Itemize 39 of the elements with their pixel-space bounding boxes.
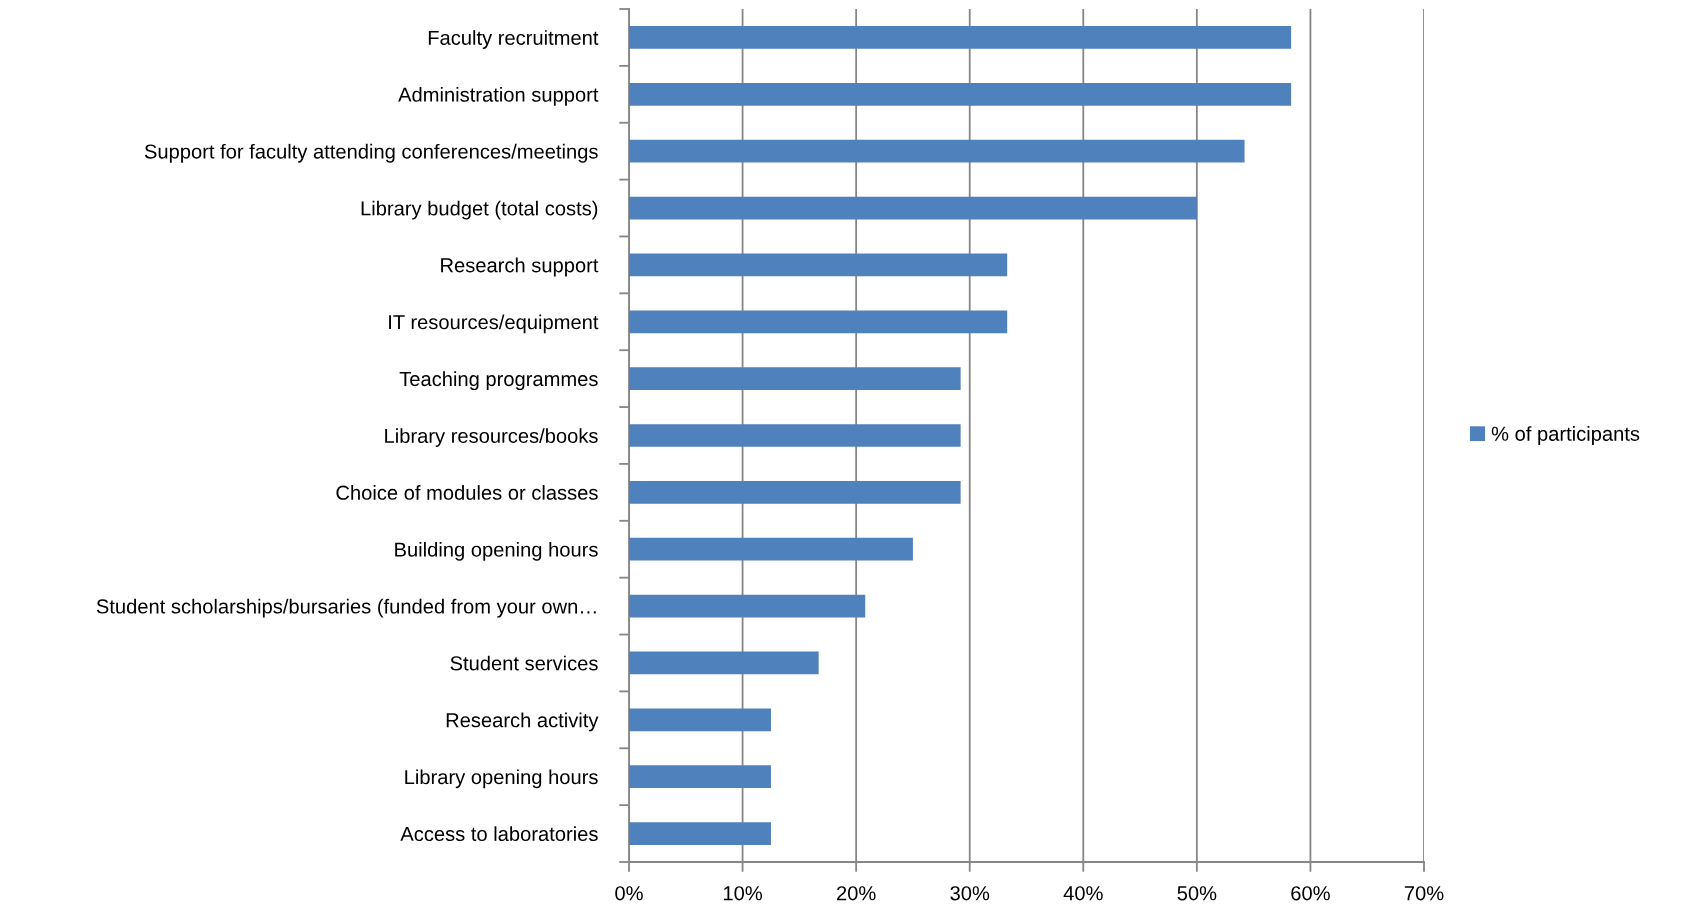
bar (629, 196, 1197, 220)
y-tick-label: Administration support (398, 87, 599, 106)
y-tick-label: Library opening hours (405, 769, 598, 789)
bar (629, 82, 1292, 106)
x-tick-label: 0% (615, 886, 643, 901)
x-tick-label: 60% (1291, 886, 1330, 901)
y-tick-label: Research support (441, 257, 599, 277)
bar (629, 765, 771, 789)
y-tick-label: Access to laboratories (400, 826, 598, 842)
bar (629, 26, 1292, 49)
y-tick-label: Building opening hours (395, 541, 598, 561)
bar (629, 708, 771, 732)
legend-label: % of participants (1491, 426, 1640, 445)
x-tick-label: 40% (1063, 886, 1103, 901)
y-tick-label: IT resources/equipment (389, 314, 599, 334)
y-tick-label: Choice of modules or classes (336, 485, 598, 500)
bar (629, 594, 866, 618)
bar (629, 822, 771, 845)
y-tick-label: Teaching programmes (399, 371, 598, 391)
x-tick-label: 70% (1404, 886, 1444, 901)
bar (629, 367, 961, 391)
y-tick-label: Student scholarships/bursaries (funded from your own… (96, 598, 596, 618)
bar (629, 480, 961, 504)
y-tick-label: Library resources/books (385, 428, 598, 447)
y-tick-label: Support for faculty attending conferences/meetings (144, 143, 598, 163)
bar (629, 253, 1008, 277)
y-tick-label: Faculty recruitment (428, 30, 599, 49)
bar (629, 310, 1008, 334)
bar (629, 537, 913, 561)
y-tick-label: Library budget (total costs) (361, 200, 598, 220)
y-tick-label: Student services (450, 655, 598, 671)
x-tick-label: 50% (1177, 886, 1217, 901)
y-tick-label: Research activity (446, 712, 599, 732)
x-tick-label: 10% (723, 886, 763, 901)
bar (629, 651, 819, 675)
bar (629, 424, 961, 447)
x-tick-label: 30% (950, 886, 990, 901)
x-tick-label: 20% (837, 886, 876, 901)
bar (629, 139, 1245, 163)
